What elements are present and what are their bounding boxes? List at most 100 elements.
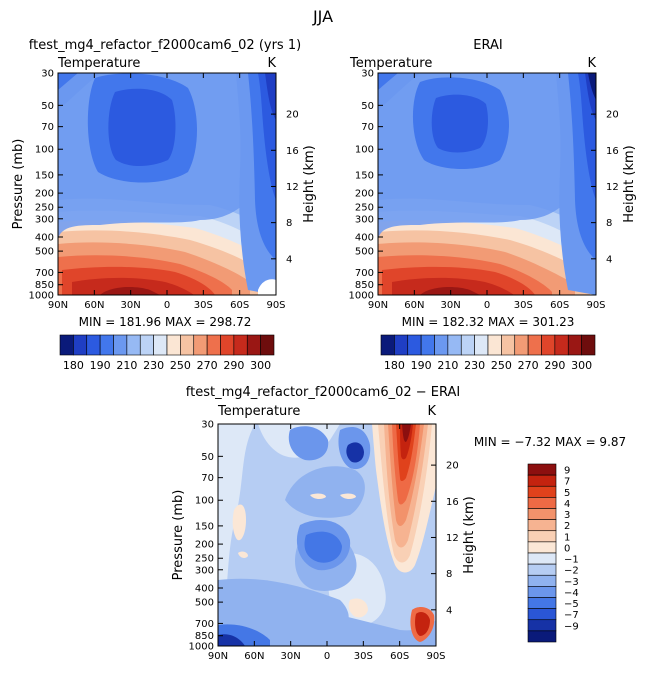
x-tick-label: 30S	[194, 300, 213, 311]
colorbar-label: −3	[564, 577, 579, 588]
colorbar-label: 0	[564, 543, 570, 554]
y-tick-label: 700	[355, 268, 374, 279]
panel-model-field: Temperature	[57, 56, 140, 71]
colorbar-label: 250	[170, 359, 191, 372]
panel-difference-contours	[218, 424, 436, 646]
height-tick-label: 12	[446, 533, 459, 544]
panel-reference-units: K	[587, 56, 596, 71]
colorbar-label: −7	[564, 610, 579, 621]
colorbar-swatch	[527, 508, 557, 520]
y-tick-label: 250	[35, 203, 54, 214]
panel-model-axes: 90N 60N 30N 0 30S 60S 90S 30 50 70 100 150 200 250300…	[11, 69, 317, 312]
colorbar-swatch	[380, 334, 395, 356]
colorbar-label: 3	[564, 510, 570, 521]
colorbar-label: −9	[564, 621, 579, 632]
figure-title: JJA	[312, 7, 333, 26]
colorbar-label: 290	[223, 359, 244, 372]
panel-model: ftest_mg4_refactor_f2000cam6_02 (yrs 1) …	[11, 38, 317, 329]
colorbar-swatch	[420, 334, 435, 356]
x-tick-label: 60S	[550, 300, 569, 311]
panel-difference-field: Temperature	[217, 404, 300, 419]
colorbar-swatch	[474, 334, 489, 356]
colorbar-swatch	[527, 474, 557, 487]
x-tick-label: 30S	[514, 300, 533, 311]
colorbar-swatch	[527, 485, 557, 498]
colorbar-label: 290	[544, 359, 565, 372]
panel-difference-units: K	[427, 404, 436, 419]
colorbar-swatch	[527, 574, 557, 587]
colorbar-swatch	[447, 334, 462, 356]
colorbar-swatch	[113, 334, 128, 356]
y-tick-label: 50	[361, 101, 374, 112]
y-axis-label: Pressure (mb)	[171, 490, 186, 581]
panel-reference: ERAI Temperature K 90N 60N 30N 0 30S 6	[349, 38, 637, 329]
colorbar-swatch	[460, 334, 475, 356]
x-tick-label: 30N	[121, 300, 141, 311]
x-tick-label: 60N	[84, 300, 104, 311]
colorbar-reference: 180 190 210 230 250 270 290 300	[380, 334, 596, 372]
y-tick-label: 100	[35, 145, 54, 156]
x-tick-label: 90S	[426, 651, 445, 662]
colorbar-swatch	[527, 586, 557, 598]
colorbar-swatch	[180, 334, 195, 356]
panel-difference-axes: 90N 60N 30N 0 30S 60S 90S 30 50 70 100 150 200 250300…	[171, 420, 477, 663]
colorbar-swatch	[153, 334, 168, 356]
colorbar-label: 2	[564, 521, 570, 532]
y-tick-label: 30	[41, 69, 54, 80]
colorbar-swatch	[434, 334, 449, 356]
y-tick-label: 500	[35, 247, 54, 258]
y-tick-label: 850	[355, 280, 374, 291]
x-tick-label: 90S	[266, 300, 285, 311]
colorbar-label: 210	[437, 359, 458, 372]
colorbar-label: 230	[464, 359, 485, 372]
height-tick-label: 12	[286, 182, 299, 193]
y-tick-label: 300	[195, 565, 214, 576]
height-tick-label: 16	[446, 497, 459, 508]
panel-reference-contours	[378, 73, 596, 295]
height-axis-label: Height (km)	[302, 145, 317, 222]
panel-difference-title: ftest_mg4_refactor_f2000cam6_02 − ERAI	[186, 385, 461, 400]
height-tick-label: 12	[606, 182, 619, 193]
colorbar-label: 4	[564, 499, 570, 510]
panel-model-stats: MIN = 181.96 MAX = 298.72	[79, 315, 252, 329]
panel-model-units: K	[267, 56, 276, 71]
colorbar-swatch	[487, 334, 502, 356]
x-tick-label: 30N	[441, 300, 461, 311]
colorbar-label: 180	[384, 359, 405, 372]
x-tick-label: 90N	[208, 651, 228, 662]
x-tick-label: 0	[484, 300, 490, 311]
panel-reference-title: ERAI	[473, 38, 502, 53]
colorbar-label: 250	[491, 359, 512, 372]
colorbar-swatch	[527, 541, 557, 554]
height-tick-label: 16	[606, 146, 619, 157]
panel-difference-stats: MIN = −7.32 MAX = 9.87	[474, 435, 626, 449]
colorbar-swatch	[501, 334, 516, 356]
height-tick-label: 20	[446, 461, 459, 472]
y-tick-label: 400	[35, 232, 54, 243]
panel-model-title: ftest_mg4_refactor_f2000cam6_02 (yrs 1)	[29, 38, 301, 53]
colorbar-label: 180	[63, 359, 84, 372]
colorbar-label: 210	[116, 359, 137, 372]
height-tick-label: 4	[606, 254, 612, 265]
colorbar-swatch	[527, 619, 557, 632]
colorbar-swatch	[527, 552, 557, 565]
y-tick-label: 300	[355, 214, 374, 225]
colorbar-swatch	[567, 334, 582, 356]
height-axis-label: Height (km)	[462, 496, 477, 573]
colorbar-swatch	[527, 519, 557, 532]
colorbar-swatch	[527, 530, 557, 543]
colorbar-swatch	[246, 334, 261, 356]
y-tick-label: 250	[355, 203, 374, 214]
x-tick-label: 0	[164, 300, 170, 311]
colorbar-label: 7	[564, 477, 570, 488]
height-tick-label: 8	[606, 218, 612, 229]
colorbar-label: 190	[90, 359, 111, 372]
y-tick-label: 200	[195, 540, 214, 551]
colorbar-swatch	[220, 334, 235, 356]
y-tick-label: 30	[361, 69, 374, 80]
colorbar-label: −5	[564, 599, 579, 610]
colorbar-swatch	[514, 334, 529, 356]
y-tick-label: 700	[35, 268, 54, 279]
y-tick-label: 500	[195, 598, 214, 609]
